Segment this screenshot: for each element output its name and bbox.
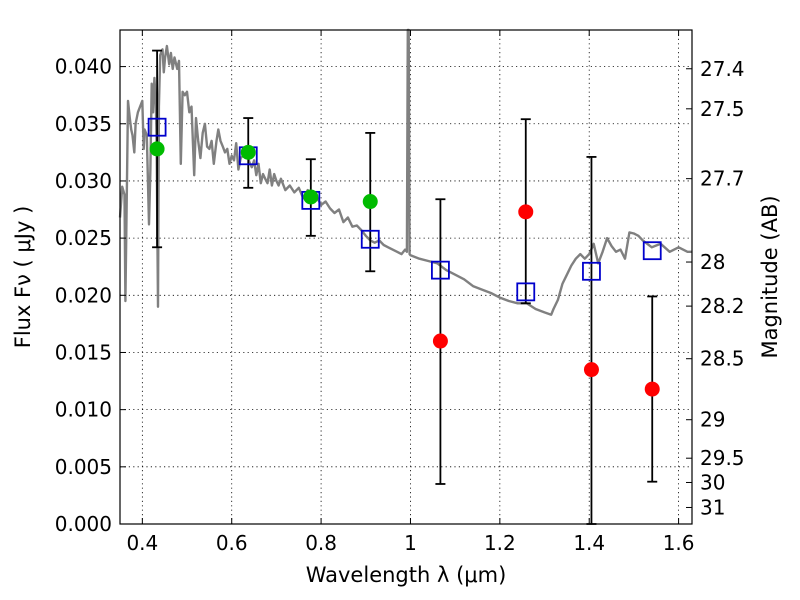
y-tick-label: 0.020 — [55, 283, 112, 307]
upper-limit-point — [518, 204, 534, 220]
data-markers — [147, 117, 662, 397]
y-tick-label: 0.025 — [55, 226, 112, 250]
right-axis-label: Magnitude (AB) — [758, 195, 782, 358]
upper-limit-point — [644, 381, 660, 397]
right-tick-label: 28.5 — [700, 347, 745, 371]
y-tick-label: 0.005 — [55, 455, 112, 479]
detection-point — [303, 189, 319, 205]
right-tick-label: 31 — [700, 495, 725, 519]
model-spectrum — [118, 28, 692, 316]
right-tick-label: 27.7 — [700, 167, 745, 191]
detection-point — [362, 194, 378, 210]
x-tick-label: 0.4 — [126, 531, 158, 555]
model-point-square — [642, 241, 662, 261]
x-tick-label: 0.6 — [216, 531, 248, 555]
right-tick-label: 28.2 — [700, 294, 745, 318]
detection-point — [240, 144, 256, 160]
model-point-square — [516, 282, 536, 302]
model-point-square — [360, 229, 380, 249]
x-axis-ticks: 0.4 0.6 0.8 1 1.2 1.4 1.6 — [126, 30, 695, 555]
x-tick-label: 1.4 — [573, 531, 605, 555]
model-point-square — [582, 261, 601, 281]
right-tick-label: 30 — [700, 470, 725, 494]
x-tick-label: 1.2 — [484, 531, 516, 555]
model-point-square — [147, 117, 167, 137]
y-tick-label: 0.035 — [55, 112, 112, 136]
right-tick-label: 27.5 — [700, 97, 745, 121]
model-spectrum-line — [118, 28, 692, 316]
y-axis-label: Flux Fν ( μJy ) — [11, 206, 35, 349]
model-point-square — [431, 260, 450, 280]
y-tick-label: 0.040 — [55, 55, 112, 79]
y-tick-label: 0.015 — [55, 340, 112, 364]
right-tick-label: 29.5 — [700, 446, 745, 470]
right-tick-label: 29 — [700, 408, 725, 432]
upper-limit-point — [583, 362, 599, 378]
x-axis-label: Wavelength λ (μm) — [306, 563, 507, 587]
y-tick-label: 0.010 — [55, 398, 112, 422]
y-tick-label: 0.000 — [55, 512, 112, 536]
x-tick-label: 0.8 — [305, 531, 337, 555]
upper-limit-point — [432, 333, 448, 349]
x-tick-label: 1.6 — [663, 531, 695, 555]
plot-frame — [119, 29, 693, 525]
y-tick-label: 0.030 — [55, 169, 112, 193]
right-tick-label: 27.4 — [700, 57, 745, 81]
y-axis-ticks: 0.000 0.005 0.010 0.015 0.020 0.025 0.030 0.035… — [55, 55, 126, 536]
x-tick-label: 1 — [404, 531, 417, 555]
right-tick-label: 28 — [700, 250, 725, 274]
detection-point — [149, 141, 165, 157]
